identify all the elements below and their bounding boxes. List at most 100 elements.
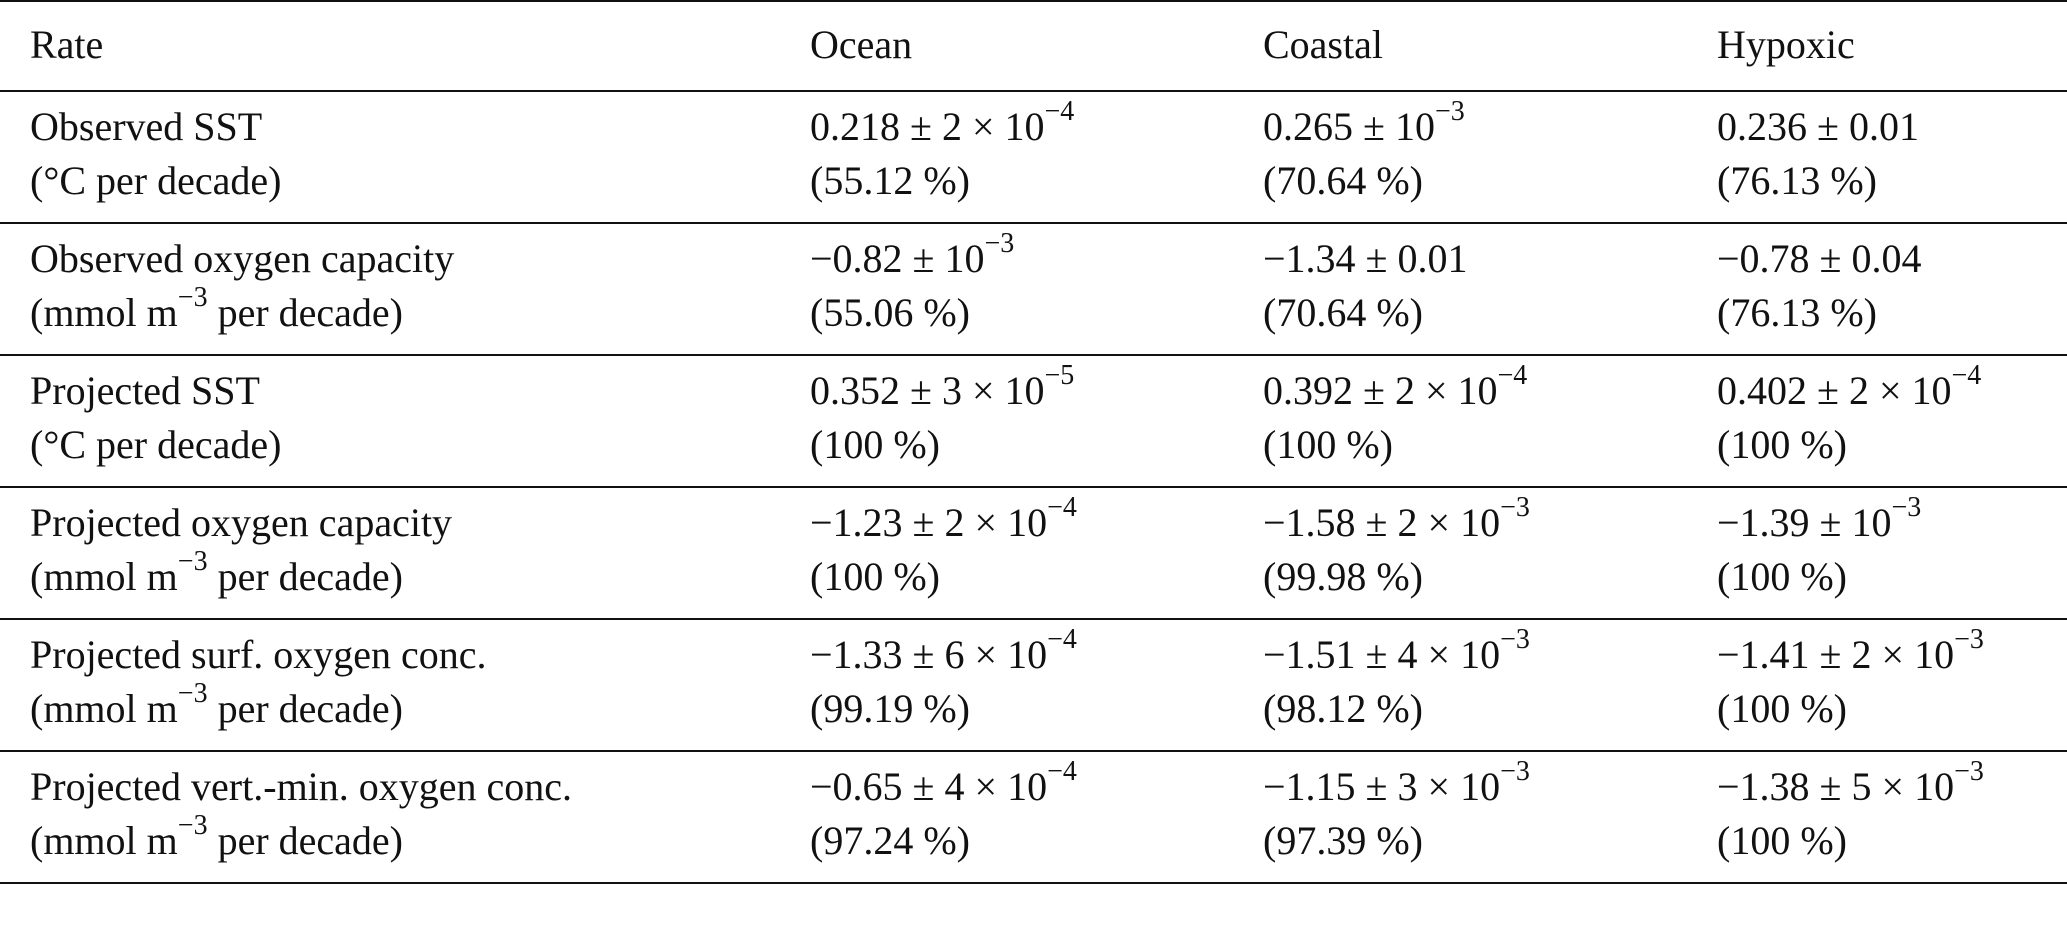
rate-unit: (°C per decade) — [30, 418, 780, 472]
trend-value: −0.82 ± 10−3 — [810, 229, 1233, 286]
significance-percent: (99.98 %) — [1263, 554, 1423, 599]
rate-cell: Projected surf. oxygen conc. (mmol m−3 pe… — [0, 619, 780, 751]
trend-value: −1.58 ± 2 × 10−3 — [1263, 493, 1687, 550]
trend-value-text: −0.65 ± 4 × 10 — [810, 764, 1048, 809]
rate-unit: (mmol m−3 per decade) — [30, 547, 780, 604]
significance-percent: (98.12 %) — [1263, 686, 1423, 731]
trend-value-exponent: −3 — [1500, 755, 1530, 787]
trend-value-text: −1.51 ± 4 × 10 — [1263, 632, 1501, 677]
rate-name: Observed oxygen capacity — [30, 236, 455, 281]
rate-unit-prefix: (mmol m — [30, 554, 178, 599]
rate-name: Observed SST — [30, 104, 263, 149]
significance-percent: (55.06 %) — [810, 290, 970, 335]
header-rate: Rate — [30, 22, 104, 67]
rate-name: Projected oxygen capacity — [30, 500, 453, 545]
trend-value: −1.41 ± 2 × 10−3 — [1717, 625, 2067, 682]
table-body: Observed SST (°C per decade) 0.218 ± 2 × 1… — [0, 91, 2067, 883]
ocean-value-cell: 0.352 ± 3 × 10−5 (100 %) — [780, 355, 1233, 487]
trend-value-exponent: −3 — [1434, 95, 1465, 127]
rate-unit-exponent: −3 — [177, 809, 208, 841]
rate-name: Projected SST — [30, 368, 260, 413]
header-row: Rate Ocean Coastal Hypoxic — [0, 1, 2067, 91]
trend-value-text: 0.402 ± 2 × 10 — [1717, 368, 1952, 413]
trend-value: −0.78 ± 0.04 — [1717, 232, 2067, 286]
trend-value-exponent: −4 — [1951, 359, 1982, 391]
trend-value-text: −1.15 ± 3 × 10 — [1263, 764, 1501, 809]
trend-value: −0.65 ± 4 × 10−4 — [810, 757, 1233, 814]
coastal-value-cell: −1.34 ± 0.01 (70.64 %) — [1233, 223, 1687, 355]
trend-value-text: 0.265 ± 10 — [1263, 104, 1435, 149]
significance-percent: (100 %) — [1263, 422, 1393, 467]
trend-value-text: 0.352 ± 3 × 10 — [810, 368, 1045, 413]
significance-percent: (100 %) — [810, 422, 940, 467]
rate-cell: Projected SST (°C per decade) — [0, 355, 780, 487]
rate-name: Projected surf. oxygen conc. — [30, 632, 487, 677]
table-row: Projected SST (°C per decade) 0.352 ± 3 × … — [0, 355, 2067, 487]
table-row: Projected surf. oxygen conc. (mmol m−3 pe… — [0, 619, 2067, 751]
trend-value-text: −0.78 ± 0.04 — [1717, 236, 1922, 281]
significance-percent: (100 %) — [1717, 686, 1847, 731]
table-row: Observed SST (°C per decade) 0.218 ± 2 × 1… — [0, 91, 2067, 223]
significance-percent: (100 %) — [810, 554, 940, 599]
trend-value-exponent: −3 — [984, 227, 1015, 259]
rate-unit: (mmol m−3 per decade) — [30, 811, 780, 868]
ocean-value-cell: −1.33 ± 6 × 10−4 (99.19 %) — [780, 619, 1233, 751]
rate-unit-prefix: (°C per decade) — [30, 422, 282, 467]
trend-value-exponent: −3 — [1500, 623, 1530, 655]
hypoxic-value-cell: 0.402 ± 2 × 10−4 (100 %) — [1687, 355, 2067, 487]
trend-value: 0.392 ± 2 × 10−4 — [1263, 361, 1687, 418]
trend-value-exponent: −4 — [1047, 623, 1077, 655]
header-hypoxic: Hypoxic — [1717, 22, 1855, 67]
coastal-value-cell: −1.15 ± 3 × 10−3 (97.39 %) — [1233, 751, 1687, 883]
significance-percent: (55.12 %) — [810, 158, 970, 203]
coastal-value-cell: 0.392 ± 2 × 10−4 (100 %) — [1233, 355, 1687, 487]
trend-value-exponent: −5 — [1044, 359, 1075, 391]
rate-unit-prefix: (mmol m — [30, 290, 178, 335]
trend-value-text: −1.58 ± 2 × 10 — [1263, 500, 1501, 545]
table-row: Observed oxygen capacity (mmol m−3 per de… — [0, 223, 2067, 355]
trend-value-exponent: −3 — [1500, 491, 1530, 523]
trend-value-exponent: −3 — [1891, 491, 1922, 523]
hypoxic-value-cell: 0.236 ± 0.01 (76.13 %) — [1687, 91, 2067, 223]
header-coastal: Coastal — [1263, 22, 1383, 67]
rate-unit: (mmol m−3 per decade) — [30, 679, 780, 736]
rate-cell: Observed SST (°C per decade) — [0, 91, 780, 223]
trend-value-text: 0.236 ± 0.01 — [1717, 104, 1919, 149]
trend-value-text: 0.218 ± 2 × 10 — [810, 104, 1045, 149]
trend-value-exponent: −4 — [1497, 359, 1528, 391]
rate-cell: Projected oxygen capacity (mmol m−3 per d… — [0, 487, 780, 619]
trend-value: −1.33 ± 6 × 10−4 — [810, 625, 1233, 682]
rate-unit-prefix: (mmol m — [30, 686, 178, 731]
rate-unit-suffix: per decade) — [207, 686, 403, 731]
significance-percent: (100 %) — [1717, 554, 1847, 599]
coastal-value-cell: −1.58 ± 2 × 10−3 (99.98 %) — [1233, 487, 1687, 619]
trend-value-text: −1.39 ± 10 — [1717, 500, 1892, 545]
trend-value-text: −0.82 ± 10 — [810, 236, 985, 281]
trend-value-exponent: −4 — [1047, 491, 1077, 523]
trend-value: −1.34 ± 0.01 — [1263, 232, 1687, 286]
ocean-value-cell: −0.82 ± 10−3 (55.06 %) — [780, 223, 1233, 355]
trend-value-exponent: −3 — [1954, 623, 1984, 655]
significance-percent: (97.24 %) — [810, 818, 970, 863]
rate-unit-prefix: (mmol m — [30, 818, 178, 863]
trend-value-text: −1.33 ± 6 × 10 — [810, 632, 1048, 677]
rate-cell: Observed oxygen capacity (mmol m−3 per de… — [0, 223, 780, 355]
significance-percent: (97.39 %) — [1263, 818, 1423, 863]
significance-percent: (100 %) — [1717, 818, 1847, 863]
trend-value: −1.39 ± 10−3 — [1717, 493, 2067, 550]
hypoxic-value-cell: −1.39 ± 10−3 (100 %) — [1687, 487, 2067, 619]
trend-value: −1.38 ± 5 × 10−3 — [1717, 757, 2067, 814]
trend-value-exponent: −4 — [1044, 95, 1075, 127]
table-row: Projected vert.-min. oxygen conc. (mmol m… — [0, 751, 2067, 883]
hypoxic-value-cell: −1.41 ± 2 × 10−3 (100 %) — [1687, 619, 2067, 751]
coastal-value-cell: 0.265 ± 10−3 (70.64 %) — [1233, 91, 1687, 223]
hypoxic-value-cell: −0.78 ± 0.04 (76.13 %) — [1687, 223, 2067, 355]
rate-unit-exponent: −3 — [177, 545, 208, 577]
trend-value: 0.352 ± 3 × 10−5 — [810, 361, 1233, 418]
ocean-value-cell: −0.65 ± 4 × 10−4 (97.24 %) — [780, 751, 1233, 883]
rate-unit: (mmol m−3 per decade) — [30, 283, 780, 340]
trend-value: 0.402 ± 2 × 10−4 — [1717, 361, 2067, 418]
trend-value: 0.236 ± 0.01 — [1717, 100, 2067, 154]
trend-value: −1.15 ± 3 × 10−3 — [1263, 757, 1687, 814]
